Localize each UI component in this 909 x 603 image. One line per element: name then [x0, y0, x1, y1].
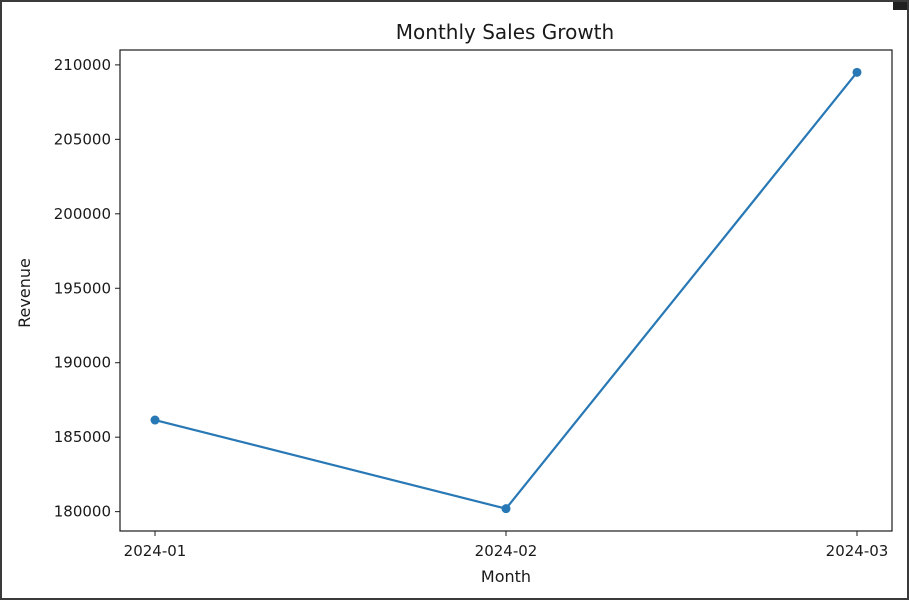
- y-tick-label: 205000: [54, 130, 111, 148]
- x-axis-label: Month: [481, 567, 531, 586]
- y-tick-label: 180000: [54, 503, 111, 521]
- data-point: [852, 67, 862, 77]
- y-axis-label: Revenue: [15, 258, 34, 328]
- y-tick-label: 185000: [54, 428, 111, 446]
- window-corner-mark: [893, 2, 907, 10]
- x-tick-label: 2024-01: [124, 542, 187, 560]
- y-tick-label: 190000: [54, 354, 111, 372]
- data-point: [501, 504, 511, 514]
- y-tick-label: 210000: [54, 56, 111, 74]
- data-point: [150, 415, 160, 425]
- x-axis-ticks: 2024-01 2024-02 2024-03: [124, 531, 889, 560]
- x-tick-label: 2024-02: [475, 542, 538, 560]
- y-tick-label: 200000: [54, 205, 111, 223]
- series-line: [154, 71, 858, 510]
- chart-title: Monthly Sales Growth: [396, 20, 614, 44]
- y-axis-ticks: 180000 185000 190000 195000 200000 205000 2100…: [54, 56, 120, 521]
- y-tick-label: 195000: [54, 279, 111, 297]
- series-layer: [150, 67, 862, 514]
- x-tick-label: 2024-03: [826, 542, 889, 560]
- plot-area: [119, 49, 893, 532]
